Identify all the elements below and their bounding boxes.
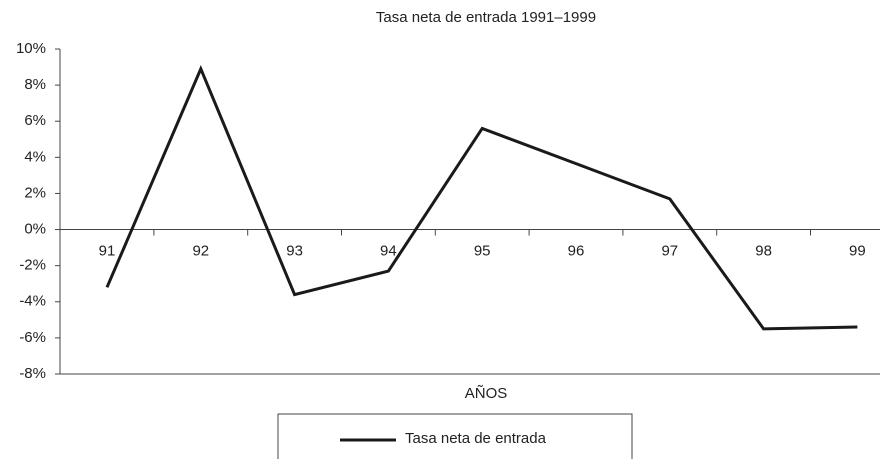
- y-tick-label: 4%: [24, 148, 46, 165]
- y-tick-label: -8%: [19, 365, 46, 382]
- y-tick-label: -2%: [19, 257, 46, 274]
- x-tick-label: 95: [474, 243, 491, 260]
- y-tick-label: 8%: [24, 76, 46, 93]
- y-tick-label: 2%: [24, 184, 46, 201]
- legend-label: Tasa neta de entrada: [405, 430, 547, 447]
- x-tick-label: 96: [568, 243, 585, 260]
- x-tick-label: 92: [192, 243, 209, 260]
- chart-title: Tasa neta de entrada 1991–1999: [376, 9, 596, 26]
- x-tick-label: 98: [755, 243, 772, 260]
- y-tick-label: 10%: [16, 40, 46, 57]
- x-axis-label: AÑOS: [465, 385, 508, 402]
- y-tick-label: -6%: [19, 329, 46, 346]
- x-tick-label: 97: [661, 243, 678, 260]
- x-tick-label: 91: [99, 243, 116, 260]
- y-tick-label: 6%: [24, 112, 46, 129]
- y-tick-label: -4%: [19, 293, 46, 310]
- x-tick-label: 94: [380, 243, 397, 260]
- x-tick-label: 93: [286, 243, 303, 260]
- series-line: [105, 65, 858, 331]
- legend-box: [277, 413, 633, 459]
- y-tick-label: 0%: [24, 221, 46, 238]
- x-tick-label: 99: [849, 243, 866, 260]
